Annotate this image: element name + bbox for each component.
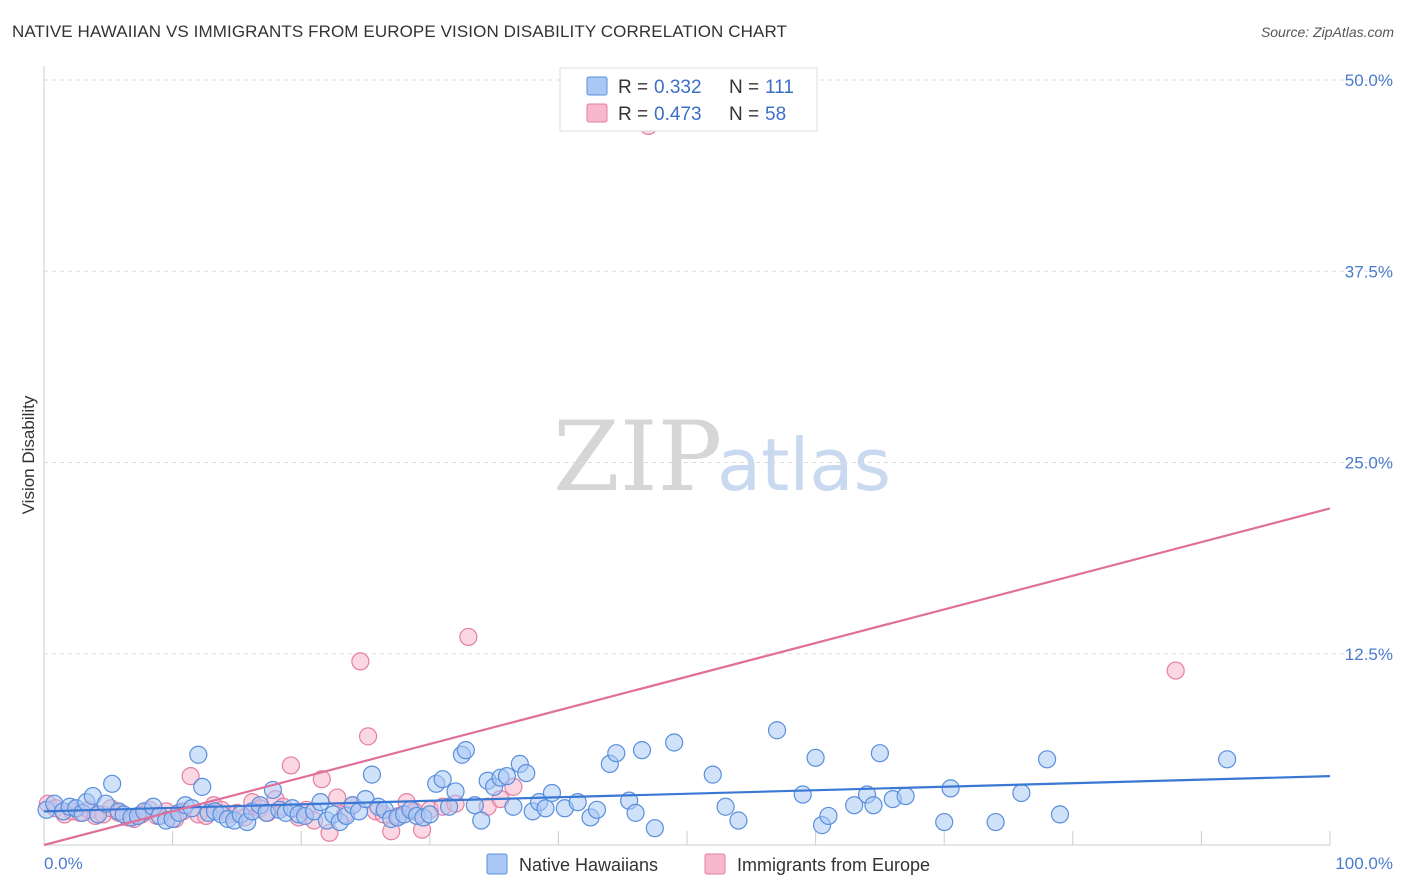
native-hawaiians-point [819, 806, 838, 826]
series-legend: Native Hawaiians Immigrants from Europe [486, 853, 930, 875]
chart-title: NATIVE HAWAIIAN VS IMMIGRANTS FROM EUROP… [12, 22, 788, 41]
source-credit: Source: ZipAtlas.com [1260, 24, 1394, 40]
native-hawaiians-point [806, 748, 825, 767]
native-hawaiians-point [504, 797, 523, 816]
native-hawaiians-point [193, 777, 212, 796]
y-axis-title: Vision Disability [19, 395, 38, 514]
native-hawaiians-point [103, 774, 122, 793]
native-hawaiians-point [1218, 750, 1237, 769]
legend-label-native-hawaiians: Native Hawaiians [519, 855, 658, 875]
y-tick-label: 37.5% [1345, 262, 1393, 281]
native-hawaiians-point [896, 786, 915, 806]
native-hawaiians-point [986, 812, 1005, 832]
native-hawaiians-point [645, 819, 664, 838]
immigrants-from-europe-point [358, 727, 378, 746]
native-hawaiians-point [870, 744, 890, 763]
immigrants-from-europe-point [328, 788, 347, 807]
native-hawaiians-point [497, 767, 517, 786]
immigrants-from-europe-point [281, 756, 301, 775]
y-tick-label: 50.0% [1345, 71, 1393, 90]
native-hawaiians-point [1050, 805, 1070, 824]
native-hawaiians-point [1037, 750, 1057, 769]
x-tick-marks [43, 831, 1331, 845]
native-hawaiians-point [587, 800, 607, 819]
immigrants-from-europe-point [351, 652, 370, 671]
legend-swatch-pink [586, 103, 608, 123]
gridlines [44, 79, 1390, 655]
legend-n-label-pink: N = [729, 104, 759, 125]
native-hawaiians-point [845, 796, 864, 815]
y-tick-label: 12.5% [1345, 645, 1393, 664]
native-hawaiians-point [517, 763, 536, 783]
native-hawaiians-point [793, 785, 812, 804]
native-hawaiians-point [626, 803, 645, 822]
native-hawaiians-point [607, 744, 626, 763]
legend-r-value-pink: 0.473 [654, 104, 702, 125]
legend-n-value-pink: 58 [765, 104, 786, 125]
native-hawaiians-point [767, 721, 787, 740]
immigrants-from-europe-point [1166, 661, 1185, 680]
native-hawaiians-point [311, 793, 330, 812]
native-hawaiians-point [472, 811, 491, 830]
native-hawaiians-point [935, 812, 954, 832]
native-hawaiians-point [941, 779, 960, 798]
native-hawaiians-point [439, 797, 459, 816]
legend-r-value-blue: 0.332 [654, 77, 702, 98]
correlation-legend: R = 0.332 N = 111 R = 0.473 N = 58 [559, 67, 818, 132]
x-tick-label-max: 100.0% [1335, 854, 1393, 873]
legend-n-label-blue: N = [729, 77, 759, 98]
native-hawaiians-point [703, 765, 722, 784]
native-hawaiians-point [1012, 783, 1031, 803]
native-hawaiians-point [189, 745, 208, 764]
immigrants-from-europe-point [312, 770, 331, 789]
trendline-immigrants-from-europe [43, 507, 1331, 847]
y-tick-label: 25.0% [1345, 454, 1393, 473]
legend-swatch-native-hawaiians [486, 853, 508, 875]
legend-swatch-blue [586, 76, 608, 96]
immigrants-from-europe-point [459, 627, 478, 647]
legend-n-value-blue: 111 [765, 77, 794, 98]
watermark-atlas: atlas [717, 423, 891, 507]
native-hawaiians-point [446, 782, 465, 801]
native-hawaiians-point [632, 741, 652, 760]
native-hawaiians-point [433, 770, 452, 789]
native-hawaiians-point [420, 805, 439, 824]
native-hawaiians-point [864, 796, 883, 815]
native-hawaiians-point [665, 733, 684, 752]
legend-label-immigrants-from-europe: Immigrants from Europe [737, 855, 930, 875]
immigrants-from-europe-point [181, 767, 200, 786]
legend-r-label-pink: R = [618, 104, 648, 125]
watermark-zip: ZIP [553, 401, 722, 513]
x-tick-label-min: 0.0% [44, 854, 83, 873]
native-hawaiians-point [536, 799, 555, 818]
legend-swatch-immigrants-from-europe [704, 853, 726, 875]
native-hawaiians-point [542, 783, 562, 803]
trendline-native-hawaiians [43, 775, 1331, 813]
native-hawaiians-point [716, 797, 735, 816]
native-hawaiians-point [456, 741, 475, 760]
native-hawaiians-point [362, 765, 382, 784]
y-tick-labels: 12.5% 25.0% 37.5% 50.0% [1345, 71, 1393, 664]
legend-r-label-blue: R = [618, 77, 648, 98]
series-native-hawaiians [37, 721, 1237, 838]
native-hawaiians-point [465, 796, 484, 815]
native-hawaiians-point [729, 811, 748, 830]
